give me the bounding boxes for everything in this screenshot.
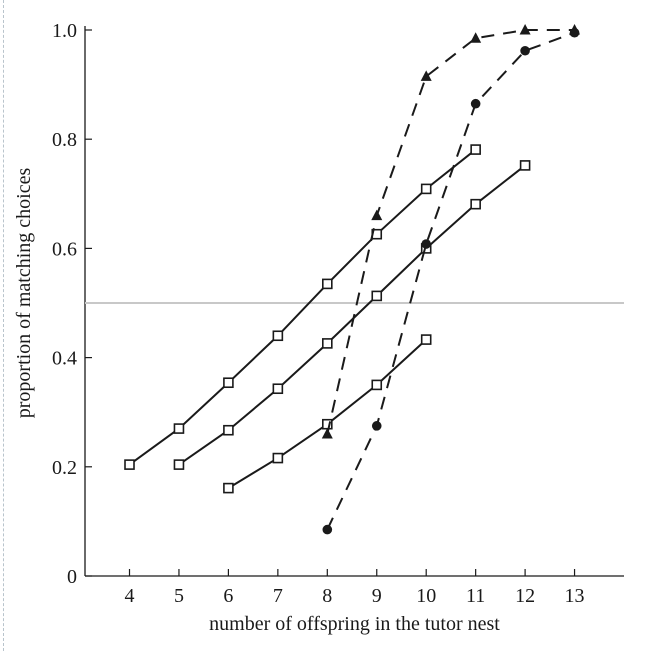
data-point — [322, 524, 333, 535]
y-tick-label: 0 — [67, 566, 77, 588]
data-point — [223, 424, 234, 436]
data-point — [470, 98, 481, 109]
series-4 — [321, 24, 581, 439]
y-tick-label: 0.8 — [52, 129, 77, 151]
series-3 — [223, 334, 432, 494]
tick-labels: 4 5 6 7 8 9 10 11 12 13 0 0.2 0.4 0.6 0.8 1.0 — [52, 20, 585, 607]
x-tick-label: 9 — [372, 585, 382, 607]
data-point — [520, 45, 530, 56]
data-point — [371, 421, 382, 431]
data-point — [421, 239, 432, 249]
x-tick-label: 10 — [416, 585, 436, 607]
series-group — [124, 24, 581, 535]
data-point — [569, 27, 580, 38]
y-tick-label: 0.6 — [52, 238, 77, 260]
data-point — [223, 482, 234, 494]
x-tick-label: 12 — [515, 585, 535, 607]
data-point — [223, 377, 234, 389]
data-point — [470, 198, 481, 210]
x-tick-label: 7 — [273, 585, 283, 607]
axes — [84, 26, 624, 577]
x-tick-label: 8 — [322, 585, 332, 607]
series-2 — [173, 160, 531, 470]
series-line — [326, 29, 575, 435]
y-tick-label: 0.2 — [52, 457, 77, 479]
x-tick-label: 4 — [125, 585, 135, 607]
data-point — [272, 330, 284, 342]
x-tick-label: 11 — [466, 585, 485, 607]
series-line — [227, 338, 427, 489]
data-point — [420, 334, 432, 345]
data-point — [173, 459, 185, 470]
data-point — [321, 428, 333, 439]
series-line — [178, 164, 526, 466]
data-point — [124, 459, 135, 470]
x-tick-label: 5 — [174, 585, 184, 607]
x-axis-label: number of offspring in the tutor nest — [209, 613, 500, 635]
data-point — [272, 452, 284, 464]
series-line — [326, 31, 575, 531]
data-point — [371, 209, 383, 221]
data-point — [420, 70, 432, 81]
data-point — [470, 32, 482, 43]
data-point — [519, 160, 531, 171]
x-tick-label: 6 — [223, 585, 233, 607]
data-point — [420, 183, 432, 195]
data-point — [371, 290, 383, 302]
series-1 — [124, 144, 481, 470]
data-point — [322, 278, 333, 290]
data-point — [322, 338, 333, 349]
data-point — [272, 383, 284, 395]
series-line — [128, 148, 477, 466]
left-dashed-border — [3, 0, 4, 651]
data-point — [371, 379, 383, 391]
y-axis-label: proportion of matching choices — [13, 168, 35, 419]
data-point — [519, 24, 531, 35]
series-5 — [322, 27, 580, 535]
data-point — [173, 423, 185, 434]
x-tick-label: 13 — [565, 585, 585, 607]
y-tick-label: 1.0 — [52, 20, 77, 42]
y-tick-label: 0.4 — [52, 348, 77, 370]
data-point — [470, 144, 481, 155]
